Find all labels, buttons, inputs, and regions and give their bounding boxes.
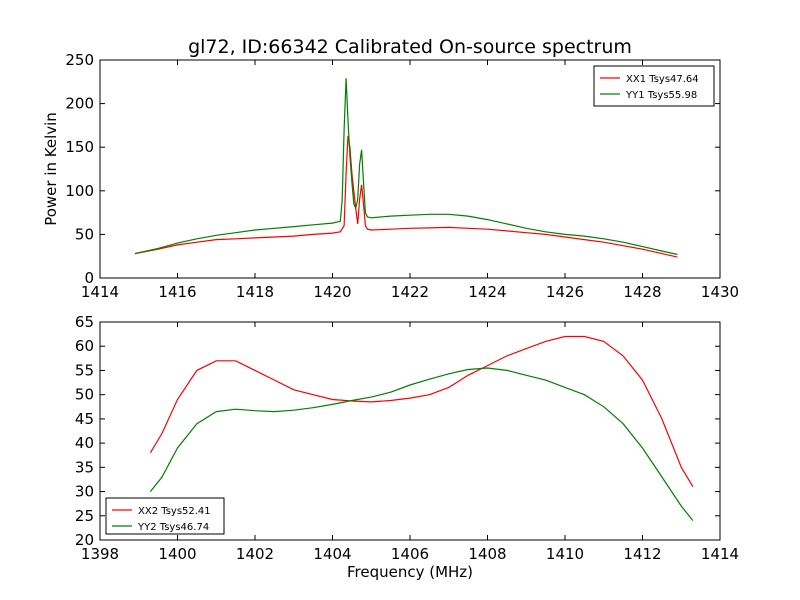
bottom-chart-xtick-label: 1410 xyxy=(546,545,584,563)
top-chart-xtick-label: 1416 xyxy=(158,283,196,301)
bottom-chart-xtick-label: 1408 xyxy=(468,545,506,563)
bottom-chart-ytick-label: 40 xyxy=(75,434,94,452)
bottom-chart-ytick-label: 50 xyxy=(75,386,94,404)
bottom-chart-series-2-line xyxy=(149,367,694,521)
top-chart-series-2-line xyxy=(134,78,678,256)
top-chart-ylabel: Power in Kelvin xyxy=(42,112,60,226)
top-chart-ytick-label: 200 xyxy=(65,95,94,113)
top-chart-xtick-label: 1428 xyxy=(623,283,661,301)
bottom-chart-xtick-label: 1400 xyxy=(158,545,196,563)
top-chart-ytick-label: 0 xyxy=(84,269,94,287)
bottom-chart-ytick-label: 25 xyxy=(75,507,94,525)
top-chart-ytick-label: 250 xyxy=(65,51,94,69)
top-chart-xtick-label: 1418 xyxy=(236,283,274,301)
bottom-chart-ytick-label: 30 xyxy=(75,483,94,501)
bottom-chart-legend: XX2 Tsys52.41 YY2 Tsys46.74 xyxy=(105,497,225,535)
bottom-chart-legend-label-1: XX2 Tsys52.41 xyxy=(138,506,211,517)
top-chart-xtick-label: 1414 xyxy=(81,283,119,301)
bottom-chart-ytick-label: 35 xyxy=(75,458,94,476)
bottom-chart-xtick-label: 1398 xyxy=(81,545,119,563)
bottom-chart: 1398 1400 1402 1404 1406 1408 1410 1412 1414 20 25… xyxy=(75,313,739,563)
bottom-chart-ytick-label: 45 xyxy=(75,410,94,428)
top-chart-title: gl72, ID:66342 Calibrated On-source spec… xyxy=(188,36,632,58)
top-chart-legend: XX1 Tsys47.64 YY1 Tsys55.98 xyxy=(593,65,715,107)
bottom-chart-xtick-label: 1414 xyxy=(701,545,739,563)
bottom-chart-ytick-label: 55 xyxy=(75,361,94,379)
bottom-chart-legend-box xyxy=(105,497,225,535)
top-chart-xtick-label: 1420 xyxy=(313,283,351,301)
bottom-chart-legend-label-2: YY2 Tsys46.74 xyxy=(137,522,209,533)
top-chart-xtick-label: 1430 xyxy=(701,283,739,301)
bottom-chart-ytick-label: 20 xyxy=(75,531,94,549)
top-chart-ytick-label: 150 xyxy=(65,138,94,156)
bottom-chart-xtick-label: 1402 xyxy=(236,545,274,563)
top-chart-legend-box xyxy=(593,65,715,107)
bottom-chart-xtick-label: 1412 xyxy=(623,545,661,563)
top-chart-legend-label-2: YY1 Tsys55.98 xyxy=(625,90,697,101)
bottom-chart-ytick-label: 65 xyxy=(75,313,94,331)
bottom-chart-xtick-label: 1406 xyxy=(391,545,429,563)
top-chart-ytick-label: 100 xyxy=(65,182,94,200)
bottom-chart-xlabel: Frequency (MHz) xyxy=(347,563,473,581)
top-chart-legend-label-1: XX1 Tsys47.64 xyxy=(626,74,699,85)
bottom-chart-xtick-label: 1404 xyxy=(313,545,351,563)
top-chart-ytick-label: 50 xyxy=(75,225,94,243)
top-chart-series-1-line xyxy=(134,135,678,258)
top-chart-xtick-label: 1426 xyxy=(546,283,584,301)
plot-area: 1414 1416 1418 1420 1422 1424 1426 1428 14300501… xyxy=(65,51,739,563)
top-chart-xtick-label: 1424 xyxy=(468,283,506,301)
bottom-chart-series-1-line xyxy=(149,335,694,488)
bottom-chart-ytick-label: 60 xyxy=(75,337,94,355)
top-chart: 1414 1416 1418 1420 1422 1424 1426 1428 1430 0 50 1… xyxy=(65,51,739,301)
top-chart-xtick-label: 1422 xyxy=(391,283,429,301)
